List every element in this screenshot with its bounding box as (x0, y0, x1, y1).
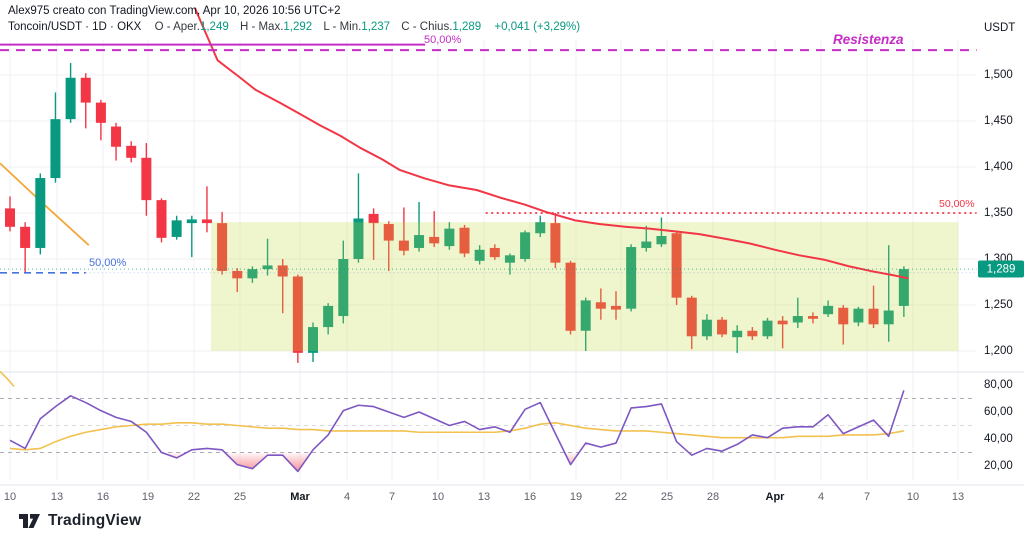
price-scale[interactable]: USDT 1,500 1,450 1,400 1,350 1,300 1,250 1,200… (978, 0, 1024, 505)
fib-50-blue-label[interactable]: 50,00% (89, 257, 127, 269)
rsi-scale-label: 80,00 (984, 379, 1013, 391)
resistance-line-label[interactable]: Resistenza (833, 32, 904, 47)
time-scale-label: Mar (290, 491, 310, 503)
currency-label: USDT (984, 22, 1016, 34)
time-scale-label: 7 (388, 491, 396, 503)
time-scale-label: 7 (863, 491, 871, 503)
price-scale-label: 1,350 (984, 207, 1013, 219)
high-label: H - Max. (239, 21, 284, 33)
rsi-scale-label: 40,00 (984, 433, 1013, 445)
time-scale-label: 10 (431, 491, 445, 503)
rsi-ma-line (9, 421, 904, 451)
rsi-line (9, 390, 905, 473)
consolidation-highlight-box[interactable] (211, 222, 959, 351)
chart-attribution: Alex975 creato con TradingView.com, Apr … (8, 5, 341, 17)
open-value: 1,249 (199, 21, 229, 33)
rsi-ma-edge-stub (0, 370, 15, 387)
low-value: 1,237 (361, 21, 391, 33)
time-scale-label: 25 (660, 491, 674, 503)
time-scale-label: 13 (50, 491, 64, 503)
open-label: O - Aper. (154, 21, 200, 33)
rsi-oversold-fill (161, 452, 187, 458)
time-scale[interactable]: 10 13 16 19 22 25 Mar 4 7 10 13 16 19 22 25 28 Apr 4 7 10 13 (0, 488, 1024, 508)
time-scale-label: 19 (141, 491, 155, 503)
price-scale-label: 1,450 (984, 115, 1013, 127)
time-scale-label: 19 (569, 491, 583, 503)
fib-50-magenta-label[interactable]: 50,00% (424, 34, 462, 46)
symbol-legend[interactable]: Toncoin/USDT · 1D · OKX O - Aper.1,249 H… (8, 21, 580, 33)
grid-lines (0, 40, 1024, 486)
close-value: 1,289 (452, 21, 482, 33)
time-scale-label: 10 (906, 491, 920, 503)
rsi-scale-label: 60,00 (984, 406, 1013, 418)
rsi-oversold-fill (564, 452, 580, 465)
time-scale-label: 16 (523, 491, 537, 503)
time-scale-label: 22 (614, 491, 628, 503)
change-value: +0,041 (+3,29%) (494, 21, 581, 33)
time-scale-label: 16 (96, 491, 110, 503)
chart-canvas[interactable] (0, 0, 1024, 486)
time-scale-label: Apr (765, 491, 785, 503)
high-value: 1,292 (283, 21, 313, 33)
fib-50-red-label[interactable]: 50,00% (939, 198, 975, 210)
time-scale-label: 28 (706, 491, 720, 503)
close-label: C - Chius. (401, 21, 453, 33)
symbol-title: Toncoin/USDT · 1D · OKX (8, 21, 142, 33)
price-scale-label: 1,200 (984, 345, 1013, 357)
time-scale-label: 4 (343, 491, 351, 503)
price-scale-label: 1,500 (984, 69, 1013, 81)
tradingview-logo-text: TradingView (48, 512, 142, 529)
low-label: L - Min. (323, 21, 362, 33)
price-scale-label: 1,250 (984, 299, 1013, 311)
time-scale-label: 13 (477, 491, 491, 503)
tradingview-logo[interactable]: TradingView (18, 512, 141, 530)
tradingview-logo-icon (19, 513, 40, 528)
red-ma-line (193, 7, 909, 280)
time-scale-label: 4 (817, 491, 825, 503)
time-scale-label: 25 (233, 491, 247, 503)
time-scale-label: 22 (187, 491, 201, 503)
candles-layer (5, 63, 909, 363)
rsi-scale-label: 20,00 (984, 460, 1013, 472)
price-scale-label: 1,400 (984, 161, 1013, 173)
time-scale-label: 10 (3, 491, 17, 503)
time-scale-label: 13 (951, 491, 965, 503)
current-price-badge: 1,289 (978, 260, 1024, 278)
